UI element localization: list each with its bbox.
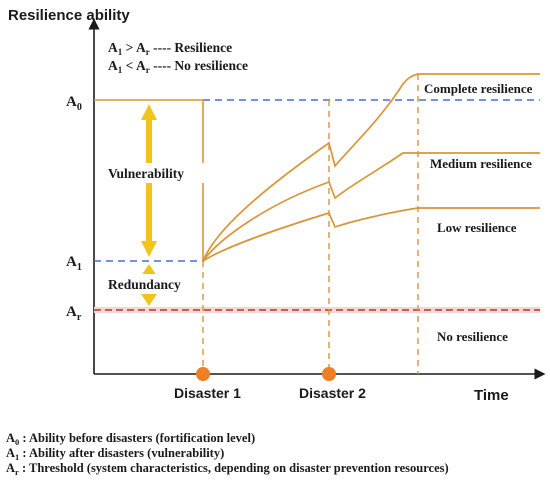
footnote-a1: A1 : Ability after disasters (vulnerabil… (6, 446, 224, 462)
disaster1-label: Disaster 1 (174, 385, 241, 401)
y-axis-title: Resilience ability (8, 7, 130, 24)
redundancy-label: Redundancy (108, 277, 181, 292)
label-medium-resilience: Medium resilience (430, 156, 532, 171)
disaster2-marker (322, 367, 336, 381)
legend-resilience: A1 > Ar ---- Resilience (108, 40, 232, 57)
disaster1-marker (196, 367, 210, 381)
label-low-resilience: Low resilience (437, 220, 517, 235)
footnote-ar: Ar : Threshold (system characteristics, … (6, 461, 449, 477)
label-no-resilience: No resilience (437, 329, 508, 344)
x-axis-title: Time (474, 387, 509, 404)
legend-no-resilience: A1 < Ar ---- No resilience (108, 58, 248, 75)
vulnerability-label: Vulnerability (108, 166, 184, 181)
vulnerability-label-bg (106, 163, 216, 183)
disaster2-label: Disaster 2 (299, 385, 366, 401)
curve-medium-resilience (202, 152, 540, 262)
label-ar: Ar (66, 304, 82, 323)
footnote-a0: A0 : Ability before disasters (fortifica… (6, 431, 255, 447)
curve-complete-resilience (202, 73, 540, 262)
curve-low-resilience (202, 207, 540, 262)
label-a1: A1 (66, 254, 82, 273)
label-complete-resilience: Complete resilience (424, 81, 533, 96)
label-a0: A0 (66, 94, 82, 113)
redundancy-label-bg (106, 274, 186, 294)
